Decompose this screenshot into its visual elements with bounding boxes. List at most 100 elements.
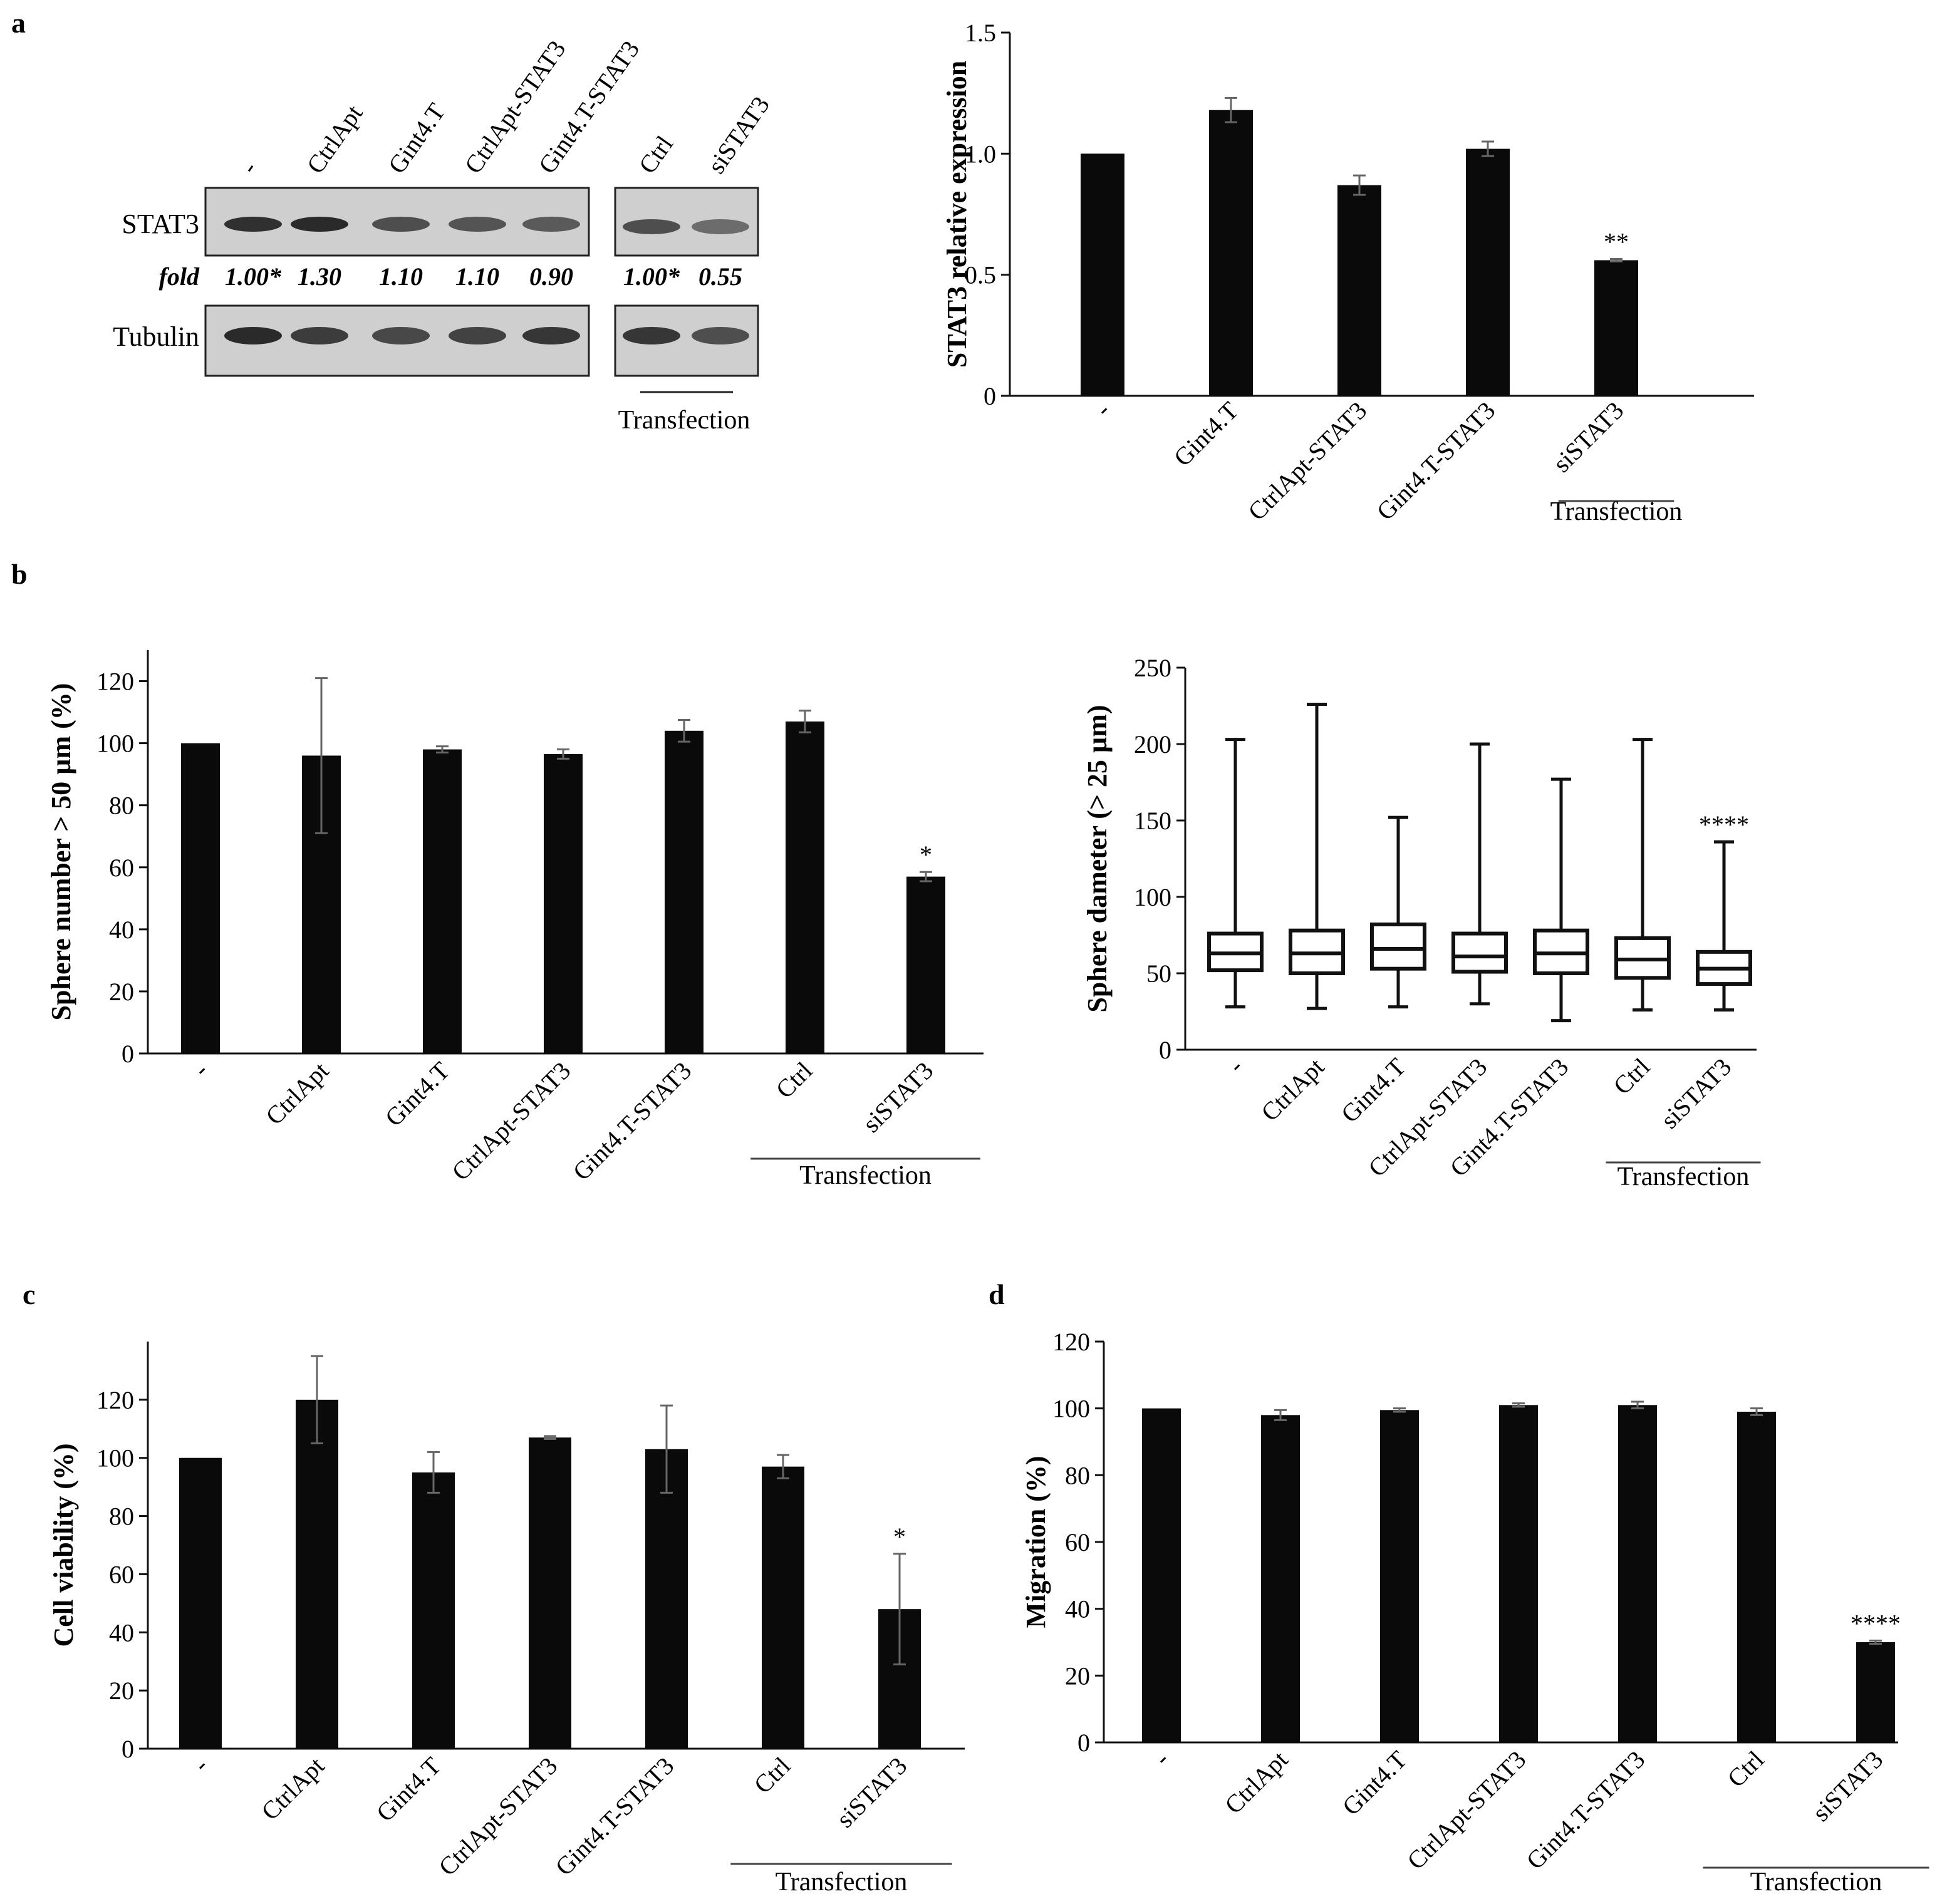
blot-band-tubulin [522, 327, 580, 344]
group-bracket-label: Transfection [1617, 1162, 1750, 1191]
y-tick-label: 100 [1052, 1395, 1090, 1423]
y-tick-label: 120 [96, 1386, 134, 1414]
chart-c: 0 20 40 60 80 100 120 Cell viability (%) - CtrlAp… [48, 1342, 965, 1896]
y-tick-label: 100 [96, 730, 134, 758]
x-tick-label: Ctrl [1722, 1746, 1770, 1793]
x-tick-label: siSTAT3 [857, 1057, 938, 1138]
blot-band-tubulin [449, 327, 506, 344]
blot-lane-label: CtrlApt [301, 100, 368, 178]
y-tick-label: 0.5 [965, 261, 996, 289]
bar [1261, 1415, 1300, 1742]
y-tick-label: 200 [1134, 730, 1171, 758]
x-tick-label: CtrlApt-STAT3 [446, 1057, 576, 1186]
panel-label-b: b [11, 558, 28, 590]
group-bracket-label: Transfection [799, 1161, 932, 1190]
chart-a: 0 0.5 1.0 1.5 STAT3 relative expression - Gint… [942, 19, 1754, 526]
blot-fold-value: 1.00* [225, 262, 282, 291]
y-tick-label: 20 [109, 978, 134, 1006]
y-tick-label: 60 [1065, 1528, 1090, 1556]
y-tick-label: 80 [1065, 1461, 1090, 1489]
bar [1142, 1408, 1181, 1742]
bar [179, 1457, 222, 1749]
group-bracket-label: Transfection [1550, 497, 1683, 526]
blot-fold-value: 1.10 [379, 262, 423, 291]
y-tick-label: 1.5 [965, 19, 996, 47]
bar [1594, 260, 1638, 396]
x-tick-label: Ctrl [771, 1057, 818, 1104]
y-axis-label: Sphere number > 50 µm (%) [46, 683, 76, 1021]
bar [544, 753, 583, 1053]
bar [665, 730, 704, 1053]
y-tick-label: 50 [1146, 960, 1171, 988]
x-tick-label: Gint4.T [1168, 396, 1244, 472]
bar [906, 876, 945, 1053]
x-tick-label: siSTAT3 [1655, 1053, 1737, 1134]
x-tick-label: Gint4.T-STAT3 [1371, 396, 1500, 526]
bar [645, 1449, 688, 1749]
bar [1209, 110, 1253, 396]
x-tick-label: CtrlApt-STAT3 [1242, 396, 1372, 526]
box [1451, 931, 1508, 974]
x-tick-label: - [187, 1752, 213, 1777]
y-tick-label: 0 [1077, 1729, 1090, 1757]
blot-transfection-label: Transfection [618, 406, 750, 435]
x-tick-label: Gint4.T [1336, 1053, 1411, 1129]
bar [1618, 1405, 1657, 1742]
x-tick-label: Gint4.T [371, 1752, 447, 1828]
blot-lane-label: Ctrl [633, 130, 679, 178]
blot-row-label-tubulin: Tubulin [113, 321, 199, 352]
group-bracket-label: Transfection [776, 1868, 908, 1896]
y-tick-label: 100 [1134, 883, 1171, 911]
x-tick-label: Gint4.T [380, 1057, 455, 1132]
x-tick-label: siSTAT3 [1807, 1746, 1888, 1827]
y-axis-label: Migration (%) [1020, 1456, 1051, 1628]
y-tick-label: 0 [984, 382, 996, 410]
y-axis-label: Cell viability (%) [48, 1443, 79, 1647]
blot-fold-value: 1.00* [623, 262, 680, 291]
y-axis-label: STAT3 relative expression [942, 61, 972, 368]
blot-band-stat3 [224, 217, 282, 232]
x-tick-label: - [1222, 1053, 1248, 1079]
panel-label-d: d [989, 1278, 1005, 1310]
significance-annotation: **** [1699, 810, 1749, 839]
y-tick-label: 100 [96, 1444, 134, 1472]
bar [1737, 1412, 1776, 1742]
x-tick-label: Gint4.T-STAT3 [1520, 1746, 1650, 1875]
blot-band-tubulin [623, 327, 680, 344]
significance-annotation: **** [1851, 1609, 1901, 1637]
y-tick-label: 1.0 [965, 140, 996, 168]
panel-label-a: a [11, 7, 26, 39]
x-tick-label: - [1148, 1746, 1174, 1771]
x-tick-label: CtrlApt-STAT3 [1401, 1746, 1531, 1875]
blot-fold-value: 1.30 [298, 262, 341, 291]
chart-d: 0 20 40 60 80 100 120 Migration (%) - CtrlApt Gint… [1020, 1328, 1929, 1896]
y-tick-label: 60 [109, 1560, 134, 1588]
y-tick-label: 250 [1134, 654, 1171, 682]
blot-fold-value: 0.55 [698, 262, 742, 291]
bar [1466, 148, 1510, 396]
y-tick-label: 0 [122, 1735, 134, 1763]
y-tick-label: 80 [109, 792, 134, 820]
bar [412, 1472, 455, 1749]
x-tick-label: - [1089, 396, 1115, 422]
blot-band-stat3 [372, 217, 430, 232]
y-tick-label: 40 [109, 1618, 134, 1647]
y-tick-label: 40 [109, 916, 134, 944]
blot-lane-label: siSTAT3 [702, 91, 776, 178]
blot-band-stat3 [623, 219, 680, 234]
blot-band-tubulin [224, 327, 282, 344]
y-tick-label: 0 [122, 1040, 134, 1068]
x-tick-label: - [187, 1057, 213, 1082]
significance-annotation: ** [1604, 228, 1629, 256]
x-tick-label: siSTAT3 [831, 1752, 912, 1833]
bar [181, 743, 220, 1053]
x-tick-label: CtrlApt [1255, 1053, 1329, 1127]
blot-band-stat3 [522, 217, 580, 232]
significance-annotation: * [893, 1523, 906, 1551]
panel-label-c: c [23, 1278, 35, 1310]
blot-lane-label: - [235, 155, 263, 178]
bar [423, 749, 462, 1053]
chart-b_left: 0 20 40 60 80 100 120 Sphere number > 50 µm (%)… [46, 650, 984, 1190]
bar [1499, 1405, 1538, 1742]
